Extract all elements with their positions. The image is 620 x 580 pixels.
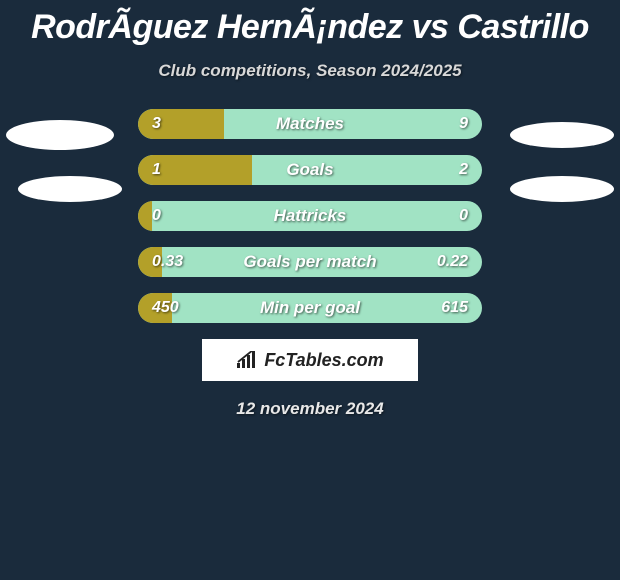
stat-label: Goals per match xyxy=(138,247,482,277)
stat-row-goals: 1 Goals 2 xyxy=(138,155,482,185)
chart-icon xyxy=(236,351,258,369)
stat-value-right: 0 xyxy=(459,201,468,231)
date: 12 november 2024 xyxy=(0,399,620,419)
comparison-chart: 3 Matches 9 1 Goals 2 0 Hattricks 0 0.33… xyxy=(0,81,620,419)
stat-value-right: 9 xyxy=(459,109,468,139)
stat-value-right: 2 xyxy=(459,155,468,185)
stat-value-right: 615 xyxy=(441,293,468,323)
branding-text: FcTables.com xyxy=(264,350,383,371)
stat-row-goals-per-match: 0.33 Goals per match 0.22 xyxy=(138,247,482,277)
branding-badge: FcTables.com xyxy=(202,339,418,381)
stat-label: Goals xyxy=(138,155,482,185)
stat-row-hattricks: 0 Hattricks 0 xyxy=(138,201,482,231)
stat-label: Hattricks xyxy=(138,201,482,231)
stat-label: Min per goal xyxy=(138,293,482,323)
page-title: RodrÃ­guez HernÃ¡ndez vs Castrillo xyxy=(0,0,620,47)
stat-label: Matches xyxy=(138,109,482,139)
stat-row-matches: 3 Matches 9 xyxy=(138,109,482,139)
stat-value-right: 0.22 xyxy=(437,247,468,277)
subtitle: Club competitions, Season 2024/2025 xyxy=(0,61,620,81)
stat-row-min-per-goal: 450 Min per goal 615 xyxy=(138,293,482,323)
